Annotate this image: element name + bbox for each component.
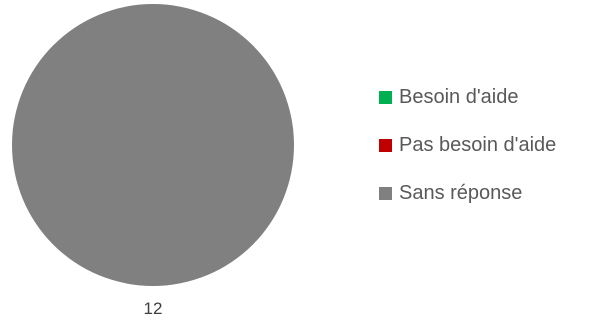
legend-swatch (379, 186, 392, 200)
legend-swatch (379, 138, 392, 152)
legend: Besoin d'aide Pas besoin d'aide Sans rép… (379, 86, 556, 204)
legend-item-pas-besoin-aide: Pas besoin d'aide (379, 134, 556, 156)
data-label-2: 12 (144, 299, 163, 318)
pie-slices (12, 4, 294, 286)
legend-label: Sans réponse (399, 182, 523, 204)
legend-item-besoin-aide: Besoin d'aide (379, 86, 556, 108)
legend-swatch (379, 90, 392, 104)
legend-label: Besoin d'aide (399, 86, 519, 108)
pie-slice-2 (12, 4, 294, 286)
data-labels: 12 (144, 299, 163, 318)
legend-item-sans-reponse: Sans réponse (379, 182, 556, 204)
legend-label: Pas besoin d'aide (399, 134, 557, 156)
